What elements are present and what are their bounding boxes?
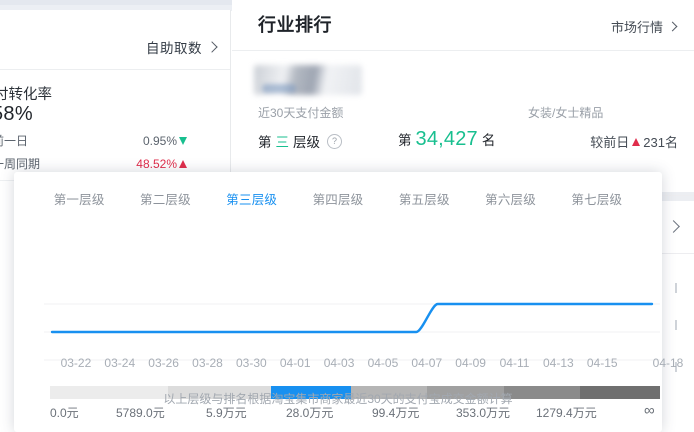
- comparison-value-text: 0.95%: [142, 133, 177, 148]
- x-axis-label: 03-26: [148, 356, 179, 370]
- rank-suffix: 名: [481, 133, 496, 148]
- comparison-label: 前一日: [0, 134, 29, 148]
- x-axis-label: 03-24: [104, 356, 136, 370]
- rank-prefix: 第: [398, 133, 412, 148]
- top-background-strip: [0, 0, 232, 11]
- rank-delta: 较前日 231名: [590, 132, 678, 151]
- page-title: 行业排行: [258, 15, 332, 35]
- tier-segment-2[interactable]: [168, 386, 272, 399]
- x-axis-label: 03-30: [235, 356, 267, 370]
- comparison-row-week: 一周同期 48.52%: [0, 155, 187, 172]
- tier-tabs: 第一层级 第二层级 第三层级 第四层级 第五层级 第六层级 第七层级: [36, 189, 640, 208]
- x-axis-label: 04-03: [323, 356, 355, 370]
- tier-tab-2[interactable]: 第二层级: [140, 193, 191, 207]
- tier-number: 三: [275, 135, 290, 150]
- chevron-right-icon: [206, 41, 218, 53]
- comparison-row-prev-day: 前一日 0.95%: [0, 132, 187, 149]
- shop-logo-redacted: [262, 84, 296, 93]
- tier-segment-1[interactable]: [50, 386, 169, 399]
- rank-status: 第 34,427 名: [398, 128, 495, 151]
- scale-value-5: 353.0万元: [456, 406, 511, 420]
- scale-value-7: ∞: [644, 402, 655, 419]
- industry-ranking-panel: 行业排行 市场行情 近30天支付金额 女装/女士精品 第 三 层级 ? 第 34…: [232, 0, 694, 175]
- comparison-value-text: 48.52%: [136, 156, 177, 171]
- scale-value-2: 5.9万元: [206, 406, 247, 420]
- tier-segment-6[interactable]: [503, 386, 580, 399]
- background-tick-1: [675, 283, 677, 293]
- tier-segment-5[interactable]: [427, 386, 504, 399]
- tier-segment-7[interactable]: [579, 386, 660, 399]
- tier-scale-bar: [50, 386, 660, 399]
- tier-prefix: 第: [258, 135, 272, 150]
- tier-suffix: 层级: [293, 135, 320, 150]
- x-axis-label: 04-05: [367, 356, 399, 370]
- background-next-button[interactable]: [667, 218, 680, 236]
- tier-history-chart: [14, 268, 662, 378]
- auto-fetch-label: 自助取数: [146, 41, 202, 56]
- scale-value-4: 99.4万元: [372, 406, 420, 420]
- rank-delta-label: 较前日: [590, 135, 630, 150]
- x-axis-label: 03-28: [192, 356, 223, 370]
- tier-segment-4[interactable]: [351, 386, 428, 399]
- scale-value-3: 28.0万元: [286, 406, 334, 420]
- market-trends-label: 市场行情: [610, 20, 663, 35]
- ranking-summary-row: 第 三 层级 ? 第 34,427 名 较前日 231名: [232, 128, 694, 153]
- card-divider: [0, 69, 230, 70]
- scale-value-6: 1279.4万元: [536, 406, 597, 420]
- tier-tab-7[interactable]: 第七层级: [571, 193, 623, 207]
- left-metric-card: 自助取数: [0, 10, 231, 181]
- chart-x-axis: 03-22 03-24 03-26 03-28 03-30 04-01 04-03 04-05…: [48, 356, 684, 372]
- industry-ranking-header: 行业排行 市场行情: [232, 0, 694, 51]
- arrow-up-icon: [179, 159, 187, 168]
- chevron-right-icon: [667, 220, 680, 233]
- x-axis-label: 04-18: [652, 356, 684, 370]
- x-axis-label: 04-07: [411, 356, 443, 370]
- auto-fetch-link[interactable]: 自助取数: [146, 37, 218, 57]
- x-axis-label: 04-11: [499, 356, 530, 370]
- market-trends-link[interactable]: 市场行情: [610, 17, 678, 36]
- x-axis-label: 04-09: [455, 356, 486, 370]
- metric-value: 58%: [0, 103, 33, 125]
- tier-status: 第 三 层级 ?: [258, 131, 342, 151]
- chart-footer-note: 以上层级与排名根据淘宝集市商家最近30天的支付宝成交金额计算: [163, 392, 513, 406]
- scale-value-1: 5789.0元: [116, 406, 165, 420]
- scale-value-0: 0.0元: [50, 406, 79, 420]
- x-axis-label: 03-22: [60, 356, 92, 370]
- comparison-value: 0.95%: [143, 134, 187, 148]
- tier-history-chart-svg: [44, 302, 660, 361]
- x-axis-label: 04-15: [586, 356, 618, 370]
- background-tick-2: [675, 320, 677, 330]
- tier-tab-4[interactable]: 第四层级: [312, 193, 364, 207]
- comparison-label: 一周同期: [0, 157, 41, 171]
- rank-delta-value: 231名: [643, 135, 678, 150]
- chevron-right-icon: [667, 21, 678, 32]
- arrow-up-icon: [632, 137, 641, 146]
- rank-value: 34,427: [415, 128, 478, 150]
- tier-scale-values: 0.0元 5789.0元 5.9万元 28.0万元 99.4万元 353.0万元…: [36, 402, 662, 422]
- x-axis-label: 04-13: [542, 356, 574, 370]
- tier-detail-overlay: 第一层级 第二层级 第三层级 第四层级 第五层级 第六层级 第七层级 0.0元 …: [14, 172, 684, 432]
- tier-tab-1[interactable]: 第一层级: [53, 193, 105, 207]
- comparison-value: 48.52%: [136, 157, 187, 171]
- x-axis-label: 04-01: [279, 356, 311, 370]
- background-tick-3: [675, 362, 677, 372]
- paid-amount-label: 近30天支付金额: [258, 106, 344, 120]
- top-background-strip-accent: [0, 0, 232, 5]
- arrow-down-icon: [179, 136, 187, 145]
- tier-segment-3[interactable]: [271, 386, 352, 399]
- category-label: 女装/女士精品: [528, 106, 604, 120]
- tier-tab-6[interactable]: 第六层级: [485, 193, 536, 207]
- tier-tab-3[interactable]: 第三层级: [226, 193, 278, 207]
- tier-tab-5[interactable]: 第五层级: [398, 193, 450, 207]
- help-icon[interactable]: ?: [327, 133, 342, 149]
- metric-title: 付转化率: [0, 87, 52, 103]
